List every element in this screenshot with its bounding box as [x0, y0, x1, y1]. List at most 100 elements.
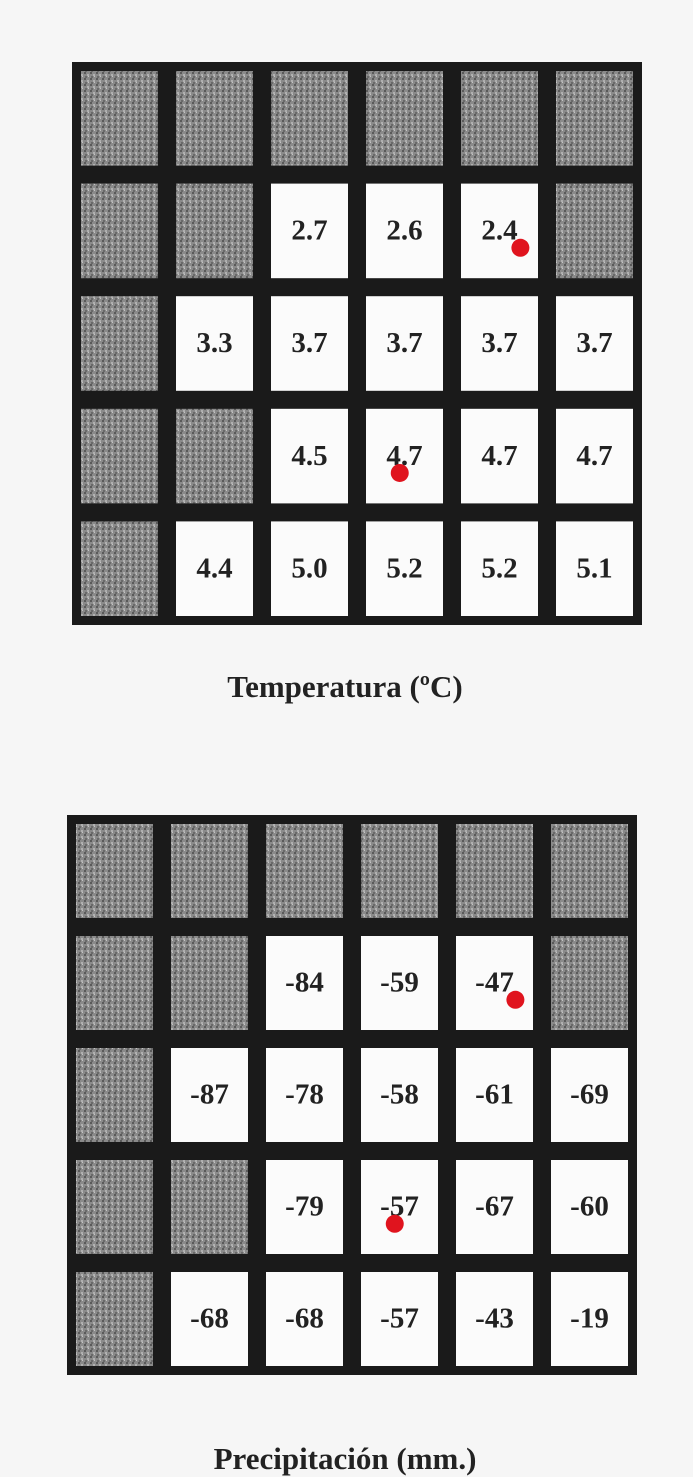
value-cell — [176, 296, 253, 391]
cell-value: 4.7 — [576, 440, 612, 472]
value-cell — [271, 183, 348, 279]
value-cell — [176, 521, 253, 616]
value-cell — [556, 296, 633, 391]
cell-value: -87 — [190, 1079, 229, 1111]
shaded-cell — [76, 1272, 153, 1366]
value-cell — [456, 1160, 533, 1254]
value-cell — [366, 183, 443, 279]
value-cell — [456, 1272, 533, 1366]
value-cell — [361, 1160, 438, 1254]
value-cell — [271, 408, 348, 504]
shaded-cell — [81, 296, 158, 391]
shaded-cell — [171, 936, 248, 1030]
shaded-cell — [551, 936, 628, 1030]
marker-dot — [511, 238, 530, 257]
cell-value: -78 — [285, 1079, 324, 1111]
cell-value: -79 — [285, 1191, 324, 1223]
value-cell — [366, 408, 443, 504]
grid-title: Precipitación (mm.) — [214, 1441, 477, 1476]
value-cell — [556, 408, 633, 504]
value-cell — [461, 408, 538, 504]
value-cell — [366, 521, 443, 616]
cell-value: -61 — [475, 1079, 514, 1111]
value-cell — [271, 296, 348, 391]
value-cell — [551, 1272, 628, 1366]
value-cell — [171, 1048, 248, 1142]
cell-value: -84 — [285, 967, 324, 999]
cell-value: 5.2 — [481, 552, 517, 584]
value-cell — [456, 1048, 533, 1142]
value-cell — [271, 521, 348, 616]
shaded-cell — [171, 1160, 248, 1254]
value-cell — [266, 1272, 343, 1366]
cell-value: 4.4 — [196, 552, 232, 584]
value-cell — [456, 936, 533, 1030]
shaded-cell — [361, 824, 438, 918]
value-cell — [266, 1048, 343, 1142]
shaded-cell — [266, 824, 343, 918]
shaded-cell — [76, 1160, 153, 1254]
grid-frame — [67, 815, 637, 1375]
value-cell — [266, 1160, 343, 1254]
value-cell — [551, 1160, 628, 1254]
cell-value: -60 — [570, 1191, 609, 1223]
cell-value: 3.3 — [196, 327, 232, 359]
value-cell — [366, 296, 443, 391]
cell-value: -67 — [475, 1191, 514, 1223]
shaded-cell — [461, 71, 538, 166]
cell-value: -69 — [570, 1079, 609, 1111]
value-cell — [361, 1048, 438, 1142]
cell-value: -19 — [570, 1303, 609, 1335]
value-cell — [461, 521, 538, 616]
shaded-cell — [551, 824, 628, 918]
cell-value: 5.0 — [291, 552, 327, 584]
marker-dot — [385, 1214, 404, 1233]
shaded-cell — [556, 183, 633, 279]
cell-value: 5.2 — [386, 552, 422, 584]
cell-value: 5.1 — [576, 552, 612, 584]
value-cell — [461, 296, 538, 391]
cell-value: -47 — [475, 967, 514, 999]
shaded-cell — [81, 408, 158, 504]
value-cell — [361, 936, 438, 1030]
value-cell — [361, 1272, 438, 1366]
shaded-cell — [456, 824, 533, 918]
cell-value: 3.7 — [481, 327, 517, 359]
value-cell — [171, 1272, 248, 1366]
grid-title: Temperatura (ºC) — [227, 669, 463, 704]
shaded-cell — [366, 71, 443, 166]
cell-value: 2.7 — [291, 215, 327, 247]
value-cell — [556, 521, 633, 616]
shaded-cell — [271, 71, 348, 166]
shaded-cell — [176, 183, 253, 279]
value-cell — [461, 183, 538, 279]
cell-value: 2.4 — [481, 215, 517, 247]
value-cell — [266, 936, 343, 1030]
marker-dot — [390, 463, 409, 482]
shaded-cell — [76, 1048, 153, 1142]
shaded-cell — [81, 521, 158, 616]
marker-dot — [506, 990, 525, 1009]
shaded-cell — [176, 408, 253, 504]
shaded-cell — [76, 824, 153, 918]
cell-value: 2.6 — [386, 215, 422, 247]
cell-value: -58 — [380, 1079, 419, 1111]
cell-value: -57 — [380, 1303, 419, 1335]
cell-value: 3.7 — [386, 327, 422, 359]
cell-value: -59 — [380, 967, 419, 999]
shaded-cell — [556, 71, 633, 166]
shaded-cell — [176, 71, 253, 166]
shaded-cell — [81, 183, 158, 279]
shaded-cell — [81, 71, 158, 166]
cell-value: 4.7 — [481, 440, 517, 472]
cell-value: 3.7 — [576, 327, 612, 359]
cell-value: -68 — [285, 1303, 324, 1335]
shaded-cell — [76, 936, 153, 1030]
cell-value: 4.5 — [291, 440, 327, 472]
cell-value: -68 — [190, 1303, 229, 1335]
grid-frame — [72, 62, 642, 625]
cell-value: 3.7 — [291, 327, 327, 359]
shaded-cell — [171, 824, 248, 918]
